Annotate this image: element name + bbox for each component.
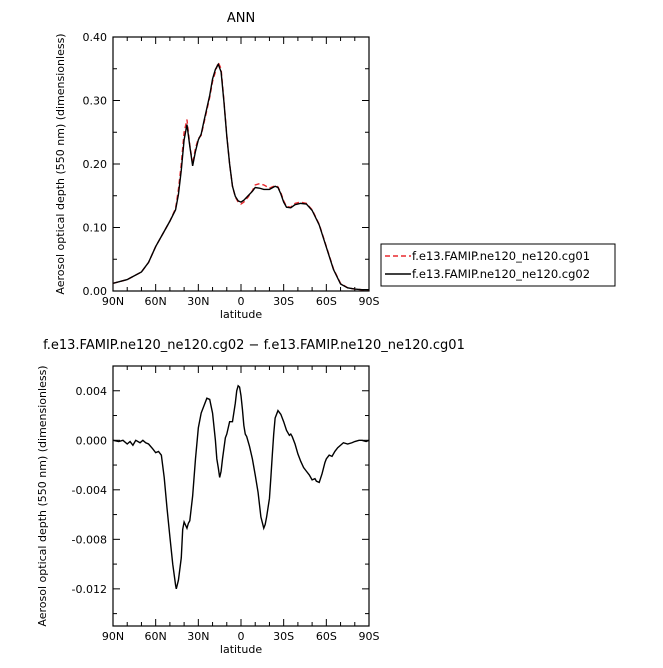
y-tick-label: 0.000 [76,434,108,447]
x-tick-label: 30N [187,630,209,643]
legend-box [380,243,616,287]
x-tick-label: 90S [359,630,380,643]
series-line-2 [113,62,369,291]
chart-title: f.e13.FAMIP.ne120_ne120.cg02 − f.e13.FAM… [43,338,465,353]
x-tick-label: 60S [316,295,337,308]
plot-frame [112,365,370,627]
chart-panel-difference: 90N 60N 30N 0 30S 60S 90S 0.004 0.000 -0.004 -0.00… [36,338,465,656]
y-axis-label: Aerosol optical depth (550 nm) (dimensio… [36,365,49,626]
x-tick-label: 0 [238,630,245,643]
x-axis: 90N 60N 30N 0 30S 60S 90S [102,366,380,643]
plot-frame [112,36,370,292]
x-tick-label: 60N [145,630,167,643]
y-axis: 0.004 0.000 -0.004 -0.008 -0.012 [72,365,369,615]
series-line-1 [113,384,369,590]
x-tick-label: 30S [273,630,294,643]
legend-entry: f.e13.FAMIP.ne120_ne120.cg01 [412,249,590,263]
x-tick-label: 30S [273,295,294,308]
x-tick-label: 90S [359,295,380,308]
x-axis-label: latitude [220,643,262,656]
legend: f.e13.FAMIP.ne120_ne120.cg01 f.e13.FAMIP.… [380,243,616,287]
x-tick-label: 90N [102,630,124,643]
x-axis: 90N 60N 30N 0 30S 60S 90S [102,37,380,308]
chart-panel-annual-mean: 90N 60N 30N 0 30S 60S 90S 0.00 0.10 0.20 0.30 0.40 l… [54,11,616,321]
y-axis: 0.00 0.10 0.20 0.30 0.40 [83,31,369,298]
y-tick-label: -0.004 [72,484,107,497]
y-axis-label: Aerosol optical depth (550 nm) (dimensio… [54,33,67,294]
y-tick-label: -0.008 [72,533,107,546]
x-tick-label: 0 [238,295,245,308]
x-axis-label: latitude [220,308,262,321]
legend-entry: f.e13.FAMIP.ne120_ne120.cg02 [412,267,590,281]
y-tick-label: 0.40 [83,31,108,44]
x-tick-label: 30N [187,295,209,308]
x-tick-label: 90N [102,295,124,308]
y-tick-label: -0.012 [72,583,107,596]
y-tick-label: 0.10 [83,222,108,235]
y-tick-label: 0.20 [83,158,108,171]
y-tick-label: 0.00 [83,285,108,298]
x-tick-label: 60N [145,295,167,308]
y-tick-label: 0.004 [76,385,108,398]
x-tick-label: 60S [316,630,337,643]
chart-title: ANN [227,11,255,26]
y-tick-label: 0.30 [83,95,108,108]
